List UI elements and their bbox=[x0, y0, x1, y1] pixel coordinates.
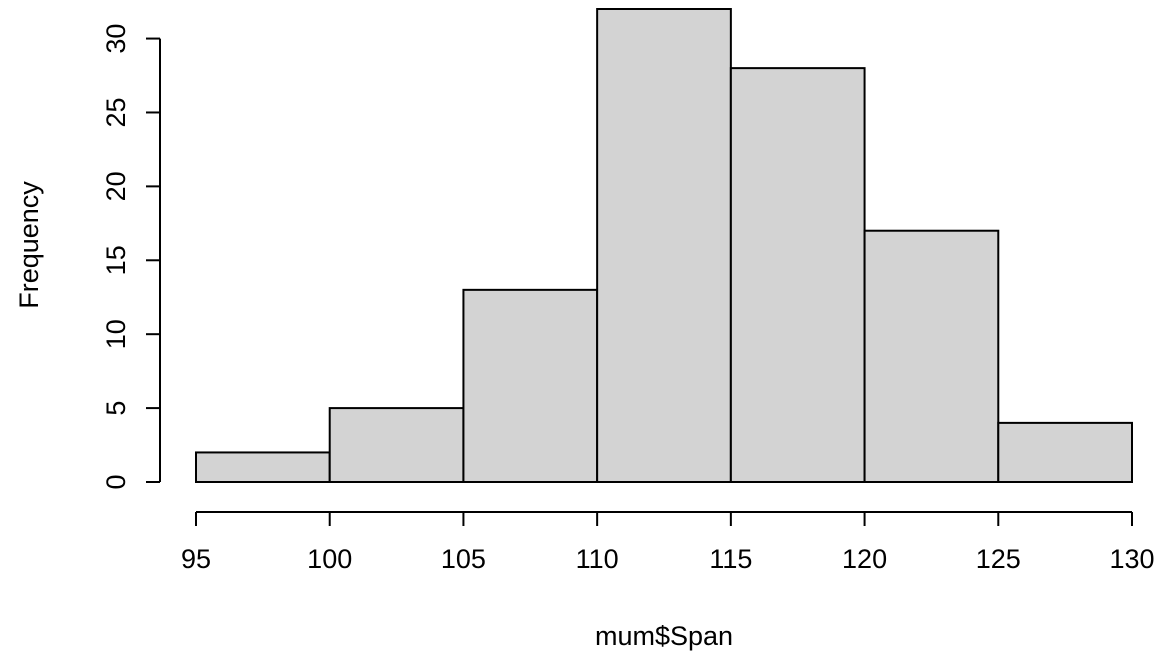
histogram-bars bbox=[195, 8, 1133, 483]
y-axis: 0 5 10 15 20 25 30 bbox=[101, 24, 161, 490]
x-axis-label: mum$Span bbox=[595, 621, 733, 651]
histogram-bar-105-110 bbox=[462, 288, 599, 483]
histogram-bar-95-100 bbox=[195, 451, 331, 483]
histogram-bar-125-130 bbox=[997, 421, 1133, 483]
y-tick-label: 10 bbox=[101, 319, 131, 349]
x-axis: 95 100 105 110 115 120 125 130 bbox=[181, 511, 1155, 574]
histogram-bar-115-120 bbox=[729, 67, 866, 483]
y-tick-label: 25 bbox=[101, 97, 131, 127]
x-tick-label: 110 bbox=[576, 544, 619, 574]
x-tick-label: 130 bbox=[1109, 544, 1154, 574]
histogram-bar-100-105 bbox=[328, 407, 465, 483]
y-tick-label: 15 bbox=[101, 245, 131, 275]
histogram-bar-120-125 bbox=[863, 229, 1000, 483]
y-axis-label: Frequency bbox=[14, 181, 44, 309]
x-tick-label: 95 bbox=[181, 544, 211, 574]
x-tick-label: 105 bbox=[441, 544, 486, 574]
x-tick-label: 125 bbox=[976, 544, 1021, 574]
y-tick-label: 20 bbox=[101, 171, 131, 201]
x-tick-label: 115 bbox=[709, 544, 752, 574]
y-tick-label: 5 bbox=[101, 401, 131, 416]
x-tick-label: 120 bbox=[842, 544, 887, 574]
x-tick-label: 100 bbox=[307, 544, 352, 574]
x-axis-ticks: 95 100 105 110 115 120 125 130 bbox=[181, 512, 1155, 574]
histogram-bar-110-115 bbox=[596, 8, 732, 483]
y-tick-label: 30 bbox=[101, 24, 131, 54]
y-axis-ticks: 0 5 10 15 20 25 30 bbox=[101, 24, 160, 490]
y-tick-label: 0 bbox=[101, 474, 131, 489]
